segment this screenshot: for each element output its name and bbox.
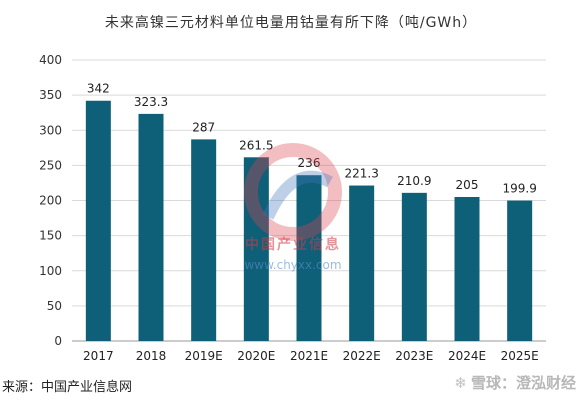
bar-2019E <box>191 139 217 341</box>
bar-2022E <box>349 185 375 341</box>
bars <box>85 100 533 342</box>
bar-2024E <box>454 196 480 341</box>
x-tick-label: 2021E <box>290 349 328 363</box>
data-label: 236 <box>298 156 321 170</box>
logo-text: 中国产业信息 <box>245 237 341 253</box>
x-axis: 2017 2018 2019E 2020E 2021E 2022E 2023E 2024E 20… <box>83 349 539 363</box>
y-tick-label: 200 <box>39 194 62 208</box>
y-tick-label: 150 <box>39 229 62 243</box>
x-tick-label: 2020E <box>237 349 275 363</box>
bar-2018 <box>138 113 164 342</box>
data-label: 342 <box>87 82 110 96</box>
y-tick-label: 250 <box>39 158 62 172</box>
data-label: 199.9 <box>502 182 536 196</box>
y-tick-label: 400 <box>39 53 62 67</box>
snowball-icon: ❄ <box>454 374 467 392</box>
x-tick-label: 2024E <box>448 349 486 363</box>
data-label: 261.5 <box>239 138 273 152</box>
y-tick-label: 350 <box>39 88 62 102</box>
snowball-watermark: ❄ 雪球：澄泓财经 <box>454 372 576 393</box>
source-note: 来源：中国产业信息网 <box>2 380 133 395</box>
bar-2023E <box>401 192 427 341</box>
data-label: 210.9 <box>397 174 431 188</box>
x-tick-label: 2019E <box>185 349 223 363</box>
y-tick-label: 300 <box>39 123 62 137</box>
bar-2020E <box>243 157 269 341</box>
data-label: 287 <box>192 120 215 134</box>
x-tick-label: 2022E <box>343 349 381 363</box>
bar-2025E <box>507 200 533 341</box>
bar-2021E <box>296 175 322 341</box>
logo-mark-icon <box>244 143 342 241</box>
center-logo-watermark: 中国产业信息 www.chyxx.com <box>218 142 368 282</box>
y-axis: 0 50 100 150 200 250 300 350 400 <box>39 53 62 348</box>
data-labels: 342 323.3 287 261.5 236 221.3 210.9 205 199.9 <box>87 82 537 196</box>
x-tick-label: 2025E <box>501 349 539 363</box>
y-tick-label: 50 <box>47 299 62 313</box>
x-tick-label: 2018 <box>136 349 167 363</box>
watermark-text: 雪球：澄泓财经 <box>470 374 576 392</box>
data-label: 205 <box>456 178 479 192</box>
data-label: 221.3 <box>344 167 378 181</box>
y-tick-label: 100 <box>39 264 62 278</box>
x-tick-label: 2023E <box>395 349 433 363</box>
logo-url: www.chyxx.com <box>244 258 342 272</box>
bar-2017 <box>85 100 111 342</box>
data-label: 323.3 <box>134 95 168 109</box>
y-tick-label: 0 <box>54 334 62 348</box>
chart-title: 未来高镍三元材料单位电量用钴量有所下降（吨/GWh） <box>104 15 478 31</box>
x-tick-label: 2017 <box>83 349 114 363</box>
